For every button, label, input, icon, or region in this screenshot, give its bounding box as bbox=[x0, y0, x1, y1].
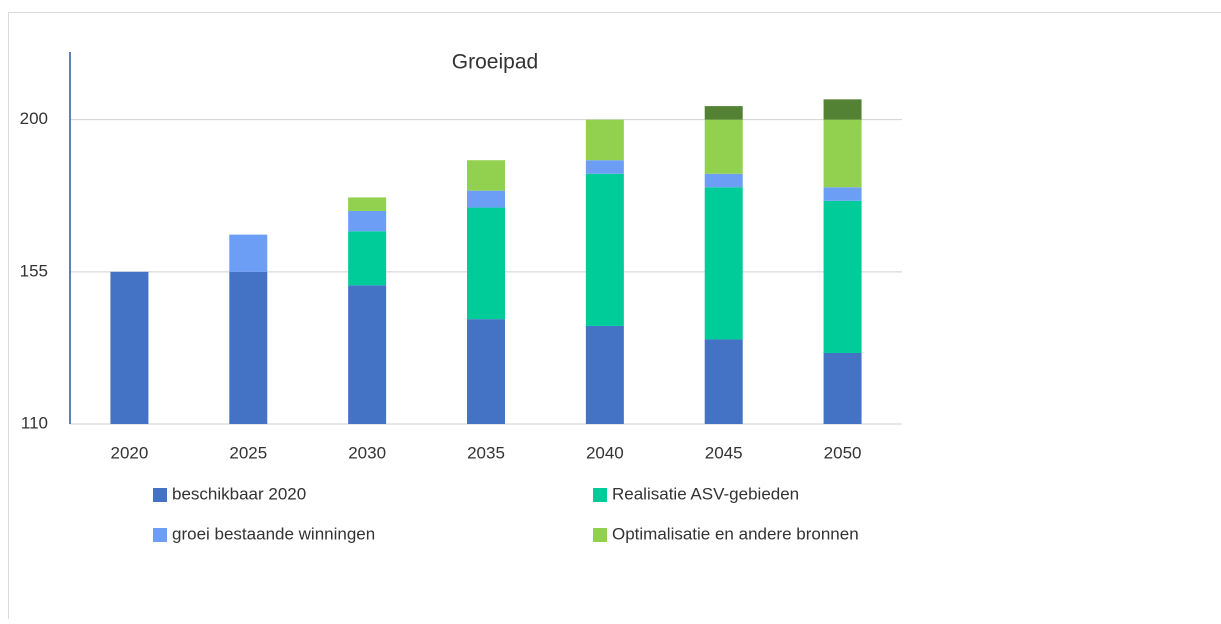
legend-swatch bbox=[593, 528, 607, 542]
chart-title: Groeipad bbox=[452, 51, 538, 74]
bar-segment bbox=[705, 187, 743, 339]
y-tick-label: 200 bbox=[20, 109, 48, 128]
bar-segment bbox=[824, 99, 862, 119]
bar-segment bbox=[348, 211, 386, 231]
legend-label: Realisatie ASV-gebieden bbox=[612, 484, 799, 503]
x-tick-label: 2035 bbox=[467, 443, 505, 462]
bar-segment bbox=[824, 353, 862, 424]
x-tick-label: 2025 bbox=[229, 443, 267, 462]
bar-segment bbox=[467, 208, 505, 320]
bar-segment bbox=[824, 201, 862, 353]
bar-segment bbox=[705, 174, 743, 188]
bar-segment bbox=[586, 326, 624, 424]
bar-segment bbox=[348, 285, 386, 424]
legend-swatch bbox=[153, 488, 167, 502]
bar-segment bbox=[586, 120, 624, 161]
legend-swatch bbox=[153, 528, 167, 542]
x-tick-label: 2020 bbox=[111, 443, 149, 462]
x-tick-label: 2040 bbox=[586, 443, 624, 462]
bar-segment bbox=[348, 231, 386, 285]
legend-swatch bbox=[593, 488, 607, 502]
bar-segment bbox=[467, 319, 505, 424]
bar-segment bbox=[705, 120, 743, 174]
legend-label: Optimalisatie en andere bronnen bbox=[612, 524, 859, 543]
y-tick-label: 155 bbox=[20, 261, 48, 280]
bar-segment bbox=[229, 235, 267, 272]
x-tick-label: 2030 bbox=[348, 443, 386, 462]
bar-segment bbox=[586, 160, 624, 174]
bar-segment bbox=[229, 272, 267, 424]
bar-segment bbox=[824, 120, 862, 188]
legend-label: groei bestaande winningen bbox=[172, 524, 375, 543]
bar-segment bbox=[705, 106, 743, 120]
bar-segment bbox=[110, 272, 148, 424]
x-tick-label: 2050 bbox=[824, 443, 862, 462]
x-tick-label: 2045 bbox=[705, 443, 743, 462]
bar-segment bbox=[705, 339, 743, 424]
bar-segment bbox=[348, 197, 386, 211]
bar-segment bbox=[467, 160, 505, 190]
y-tick-label: 110 bbox=[21, 413, 48, 432]
legend-label: beschikbaar 2020 bbox=[172, 484, 306, 503]
bar-segment bbox=[467, 191, 505, 208]
bar-segment bbox=[824, 187, 862, 201]
bar-segment bbox=[586, 174, 624, 326]
